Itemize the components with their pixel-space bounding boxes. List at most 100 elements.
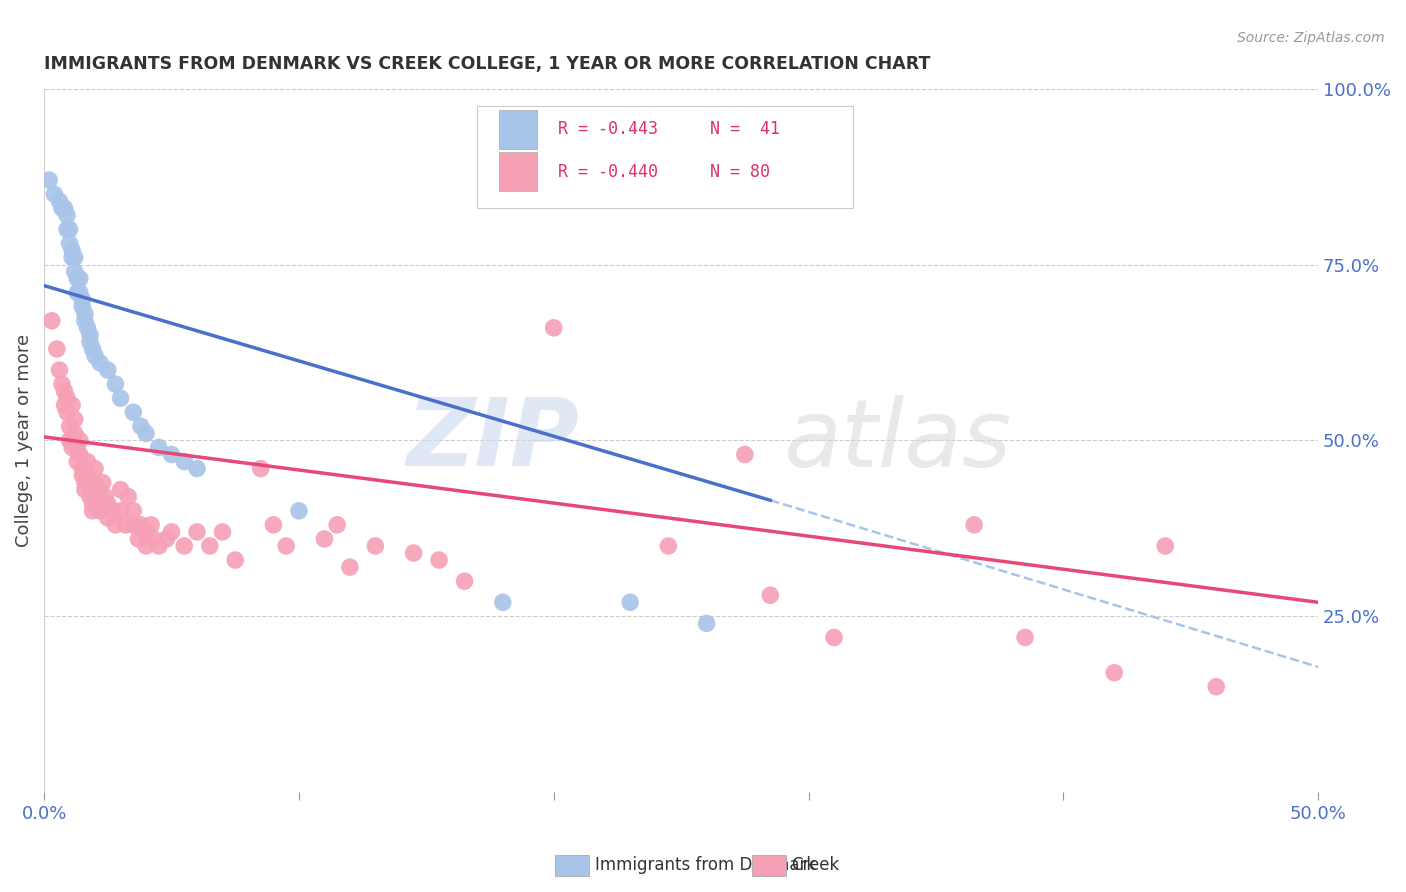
- Point: [63, 412, 86, 426]
- Point: [73, 483, 96, 497]
- Point: [97, 497, 120, 511]
- Point: [86, 483, 108, 497]
- Point: [173, 454, 195, 468]
- Point: [79, 475, 101, 490]
- Point: [79, 334, 101, 349]
- Point: [117, 490, 139, 504]
- Point: [224, 553, 246, 567]
- Point: [76, 321, 98, 335]
- Point: [326, 517, 349, 532]
- Point: [51, 377, 73, 392]
- Point: [339, 560, 361, 574]
- Point: [53, 384, 76, 399]
- Point: [186, 524, 208, 539]
- Point: [1205, 680, 1227, 694]
- Point: [45, 342, 67, 356]
- Point: [122, 517, 145, 532]
- Point: [135, 524, 157, 539]
- Point: [492, 595, 515, 609]
- Point: [127, 532, 149, 546]
- Text: IMMIGRANTS FROM DENMARK VS CREEK COLLEGE, 1 YEAR OR MORE CORRELATION CHART: IMMIGRANTS FROM DENMARK VS CREEK COLLEGE…: [44, 55, 931, 73]
- Point: [1014, 631, 1036, 645]
- Point: [56, 405, 79, 419]
- Point: [148, 441, 170, 455]
- Point: [1104, 665, 1126, 680]
- Point: [173, 539, 195, 553]
- FancyBboxPatch shape: [499, 110, 537, 149]
- Text: atlas: atlas: [783, 395, 1011, 486]
- Point: [53, 398, 76, 412]
- Point: [364, 539, 387, 553]
- Point: [38, 173, 60, 187]
- Point: [696, 616, 718, 631]
- Point: [97, 511, 120, 525]
- Point: [69, 434, 91, 448]
- Point: [122, 405, 145, 419]
- Point: [60, 441, 83, 455]
- Point: [41, 314, 63, 328]
- Point: [759, 588, 782, 602]
- Point: [66, 441, 89, 455]
- Point: [97, 363, 120, 377]
- Point: [135, 426, 157, 441]
- Point: [963, 517, 986, 532]
- Point: [1154, 539, 1177, 553]
- Point: [58, 236, 80, 251]
- Point: [48, 363, 70, 377]
- Point: [53, 201, 76, 215]
- Point: [91, 475, 114, 490]
- Point: [82, 497, 104, 511]
- Point: [823, 631, 845, 645]
- Point: [89, 356, 111, 370]
- Point: [148, 539, 170, 553]
- Point: [135, 539, 157, 553]
- Point: [63, 264, 86, 278]
- Point: [186, 461, 208, 475]
- Point: [110, 391, 132, 405]
- Point: [56, 208, 79, 222]
- Point: [66, 285, 89, 300]
- Point: [314, 532, 336, 546]
- Point: [82, 504, 104, 518]
- Point: [129, 517, 152, 532]
- Point: [82, 342, 104, 356]
- Point: [72, 461, 94, 475]
- Text: N = 80: N = 80: [710, 162, 770, 180]
- Point: [198, 539, 221, 553]
- Point: [79, 490, 101, 504]
- Point: [69, 285, 91, 300]
- Point: [211, 524, 233, 539]
- Point: [543, 321, 565, 335]
- Point: [76, 454, 98, 468]
- Text: Source: ZipAtlas.com: Source: ZipAtlas.com: [1237, 31, 1385, 45]
- Point: [84, 475, 107, 490]
- Point: [657, 539, 679, 553]
- Point: [73, 307, 96, 321]
- Point: [79, 327, 101, 342]
- Point: [72, 300, 94, 314]
- FancyBboxPatch shape: [477, 106, 853, 208]
- Point: [110, 504, 132, 518]
- Point: [58, 434, 80, 448]
- Point: [402, 546, 425, 560]
- Point: [160, 524, 183, 539]
- Point: [104, 517, 127, 532]
- Point: [76, 468, 98, 483]
- Point: [73, 314, 96, 328]
- FancyBboxPatch shape: [499, 153, 537, 191]
- Point: [84, 349, 107, 363]
- Point: [288, 504, 311, 518]
- Point: [73, 475, 96, 490]
- Point: [63, 426, 86, 441]
- Point: [249, 461, 271, 475]
- Point: [56, 391, 79, 405]
- Point: [104, 377, 127, 392]
- Text: Immigrants from Denmark: Immigrants from Denmark: [595, 856, 815, 874]
- Y-axis label: College, 1 year or more: College, 1 year or more: [15, 334, 32, 547]
- Point: [155, 532, 177, 546]
- Point: [94, 490, 117, 504]
- Point: [69, 448, 91, 462]
- Point: [276, 539, 298, 553]
- Point: [84, 461, 107, 475]
- Point: [453, 574, 475, 589]
